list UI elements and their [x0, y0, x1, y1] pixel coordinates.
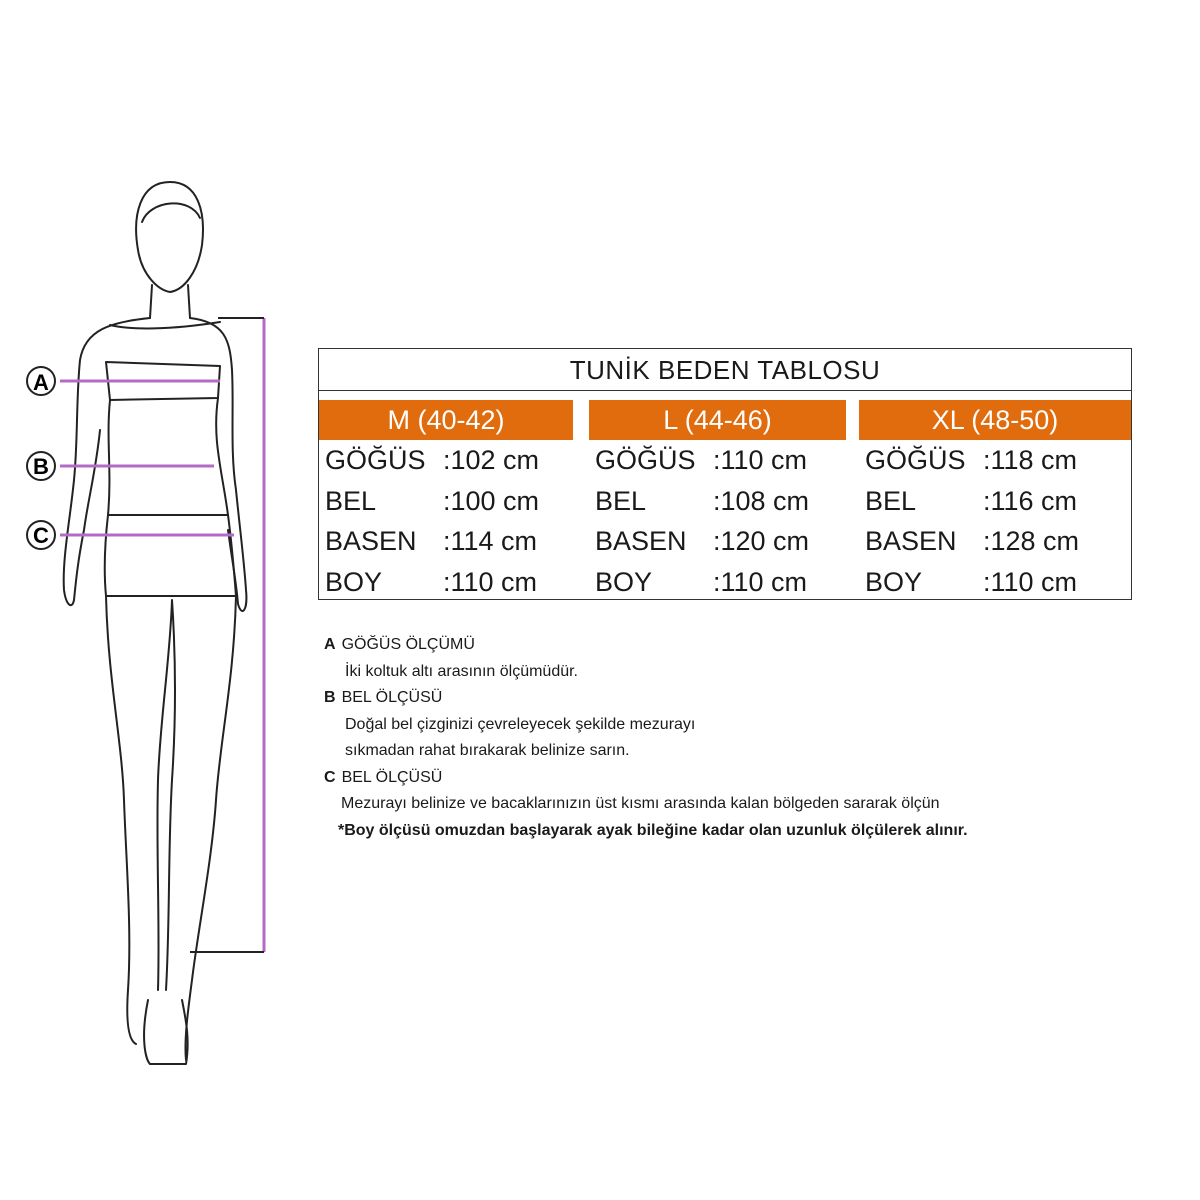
- size-header: XL (48-50): [859, 400, 1131, 440]
- table-row: BOY:110 cm: [325, 566, 538, 597]
- table-row: BEL:100 cm: [325, 485, 540, 516]
- body-figure-illustration: A B C: [26, 181, 266, 1065]
- svg-text:B: B: [33, 454, 49, 479]
- size-column-xl: XL (48-50) GÖĞÜS:118 cm BEL:116 cm BASEN…: [859, 400, 1131, 602]
- left-arm: [62, 317, 151, 607]
- svg-text:A: A: [33, 370, 49, 395]
- hair-line: [141, 202, 201, 223]
- marker-c: C: [26, 520, 56, 550]
- svg-text:C: C: [33, 523, 49, 548]
- table-row: BASEN:114 cm: [325, 526, 538, 556]
- note-heading-a: A GÖĞÜS ÖLÇÜMÜ: [324, 636, 475, 653]
- note-text: Mezurayı belinize ve bacaklarınızın üst …: [341, 795, 940, 812]
- table-row: GÖĞÜS:118 cm: [865, 445, 1078, 475]
- marker-a: A: [26, 366, 56, 396]
- table-row: GÖĞÜS:102 cm: [325, 445, 540, 475]
- right-arm: [189, 317, 248, 612]
- size-header: M (40-42): [319, 400, 573, 440]
- table-row: BEL:116 cm: [865, 485, 1078, 516]
- note-heading-c: C BEL ÖLÇÜSÜ: [324, 768, 443, 786]
- note-text: sıkmadan rahat bırakarak belinize sarın.: [345, 742, 630, 759]
- head-outline: [135, 181, 204, 293]
- feet: [143, 999, 189, 1065]
- table-row: BOY:110 cm: [595, 566, 808, 597]
- note-text: Doğal bel çizginizi çevreleyecek şekilde…: [345, 715, 696, 733]
- size-table: TUNİK BEDEN TABLOSU M (40-42) GÖĞÜS:102 …: [318, 348, 1132, 600]
- table-title: TUNİK BEDEN TABLOSU: [319, 349, 1131, 391]
- note-text: İki koltuk altı arasının ölçümüdür.: [345, 662, 578, 680]
- table-row: BEL:108 cm: [595, 485, 810, 516]
- table-row: BOY:110 cm: [865, 566, 1078, 597]
- size-header: L (44-46): [589, 400, 846, 440]
- size-column-m: M (40-42) GÖĞÜS:102 cm BEL:100 cm BASEN:…: [319, 400, 573, 602]
- dress-body: [107, 397, 229, 516]
- table-row: BASEN:128 cm: [865, 526, 1080, 556]
- footnote: *Boy ölçüsü omuzdan başlayarak ayak bile…: [338, 821, 968, 839]
- table-row: BASEN:120 cm: [595, 526, 810, 556]
- measurement-notes: A GÖĞÜS ÖLÇÜMÜ İki koltuk altı arasının ö…: [324, 632, 968, 844]
- marker-b: B: [26, 451, 56, 481]
- right-leg: [184, 595, 237, 1061]
- inner-leg: [156, 599, 176, 991]
- size-column-l: L (44-46) GÖĞÜS:110 cm BEL:108 cm BASEN:…: [589, 400, 846, 602]
- dress-skirt: [103, 514, 237, 597]
- left-leg: [105, 595, 137, 1045]
- note-heading-b: B BEL ÖLÇÜSÜ: [324, 689, 443, 706]
- table-row: GÖĞÜS:110 cm: [595, 445, 808, 475]
